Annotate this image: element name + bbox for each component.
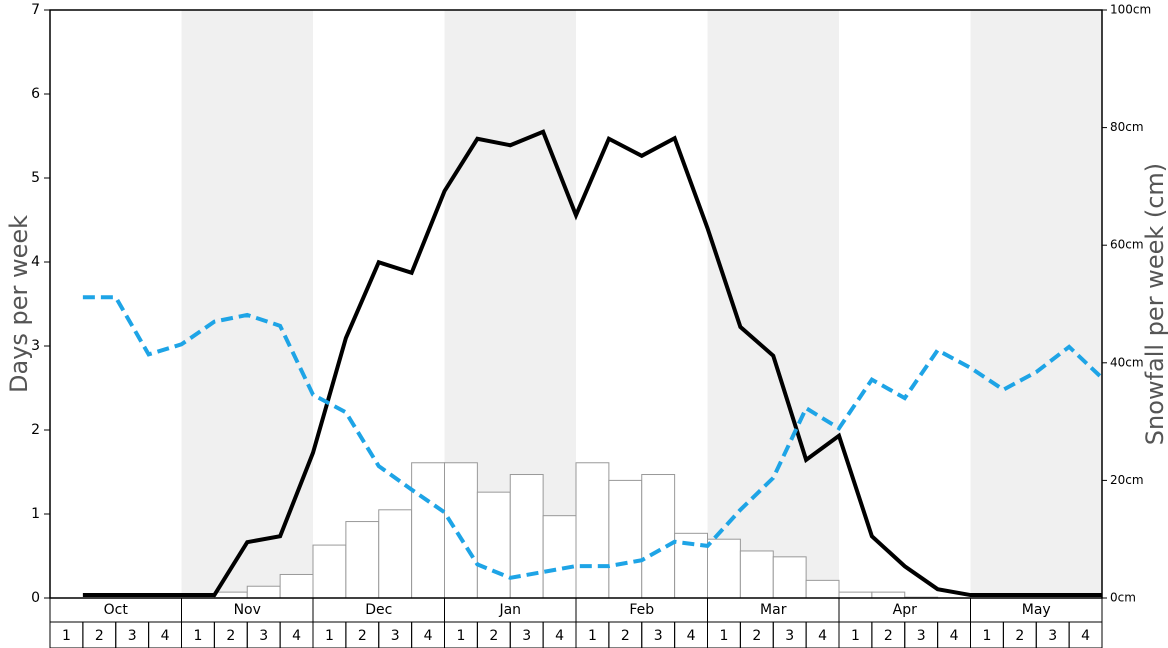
week-label: 3: [391, 628, 400, 644]
bar: [739, 550, 774, 599]
week-label: 3: [654, 628, 663, 644]
bar: [707, 538, 741, 599]
bar: [575, 462, 610, 599]
bar: [805, 579, 840, 599]
y2-tick-label: 0cm: [1110, 591, 1136, 605]
y2-tick-label: 60cm: [1110, 238, 1144, 252]
week-label: 4: [687, 628, 696, 644]
week-label: 2: [621, 628, 630, 644]
month-label: Dec: [365, 602, 392, 618]
bar: [509, 474, 544, 599]
line: [82, 129, 1102, 598]
y2-tick-label: 100cm: [1110, 3, 1151, 17]
bar: [312, 544, 347, 599]
month-band: [181, 10, 313, 598]
bar: [378, 509, 413, 599]
y-tick-label: 4: [31, 254, 40, 270]
week-label: 4: [950, 628, 959, 644]
y-tick-label: 5: [31, 170, 40, 186]
bar: [411, 462, 445, 599]
month-label: Mar: [760, 602, 787, 618]
bar: [641, 474, 676, 599]
week-label: 4: [424, 628, 433, 644]
bar: [279, 573, 314, 599]
week-label: 4: [161, 628, 170, 644]
y2-tick-label: 40cm: [1110, 355, 1144, 369]
week-label: 2: [95, 628, 104, 644]
y-tick-label: 2: [31, 422, 40, 438]
week-label: 2: [1015, 628, 1024, 644]
week-label: 3: [522, 628, 531, 644]
month-band: [707, 10, 839, 598]
bar: [345, 521, 380, 599]
week-label: 1: [588, 628, 597, 644]
week-label: 4: [555, 628, 564, 644]
y-tick-label: 3: [31, 338, 40, 354]
bar: [772, 556, 807, 599]
week-label: 4: [1081, 628, 1090, 644]
month-label: Apr: [893, 602, 917, 618]
month-label: Nov: [234, 602, 261, 618]
week-label: 1: [719, 628, 728, 644]
bar: [476, 491, 511, 599]
week-label: 3: [917, 628, 926, 644]
week-label: 1: [851, 628, 860, 644]
week-label: 1: [982, 628, 991, 644]
y-tick-label: 1: [31, 506, 40, 522]
y-tick-label: 0: [31, 590, 40, 606]
bar: [246, 585, 281, 599]
week-label: 1: [62, 628, 71, 644]
week-label: 3: [1048, 628, 1057, 644]
y-tick-label: 7: [31, 2, 40, 18]
week-label: 1: [456, 628, 465, 644]
week-label: 2: [884, 628, 893, 644]
week-label: 2: [752, 628, 761, 644]
week-label: 3: [259, 628, 268, 644]
week-label: 4: [818, 628, 827, 644]
bar: [542, 515, 577, 599]
week-label: 2: [358, 628, 367, 644]
dashed-line: [82, 295, 1104, 580]
bar: [213, 591, 248, 599]
week-label: 2: [489, 628, 498, 644]
week-label: 2: [226, 628, 235, 644]
y2-axis-label: Snowfall per week (cm): [1141, 163, 1168, 445]
y-tick-label: 6: [31, 86, 40, 102]
month-label: Jan: [498, 602, 521, 618]
y-axis-label: Days per week: [5, 215, 33, 393]
month-label: Feb: [629, 602, 654, 618]
y2-tick-label: 20cm: [1110, 473, 1144, 487]
bar: [838, 591, 873, 599]
month-label: Oct: [104, 602, 129, 618]
week-cell: [1068, 621, 1103, 648]
bar: [608, 479, 643, 599]
week-label: 4: [292, 628, 301, 644]
week-label: 1: [325, 628, 334, 644]
week-label: 3: [128, 628, 137, 644]
month-label: May: [1022, 602, 1051, 618]
month-band: [970, 10, 1102, 598]
week-label: 1: [193, 628, 202, 644]
bar: [871, 591, 906, 599]
week-label: 3: [785, 628, 794, 644]
y2-tick-label: 80cm: [1110, 120, 1144, 134]
bar: [444, 462, 478, 599]
